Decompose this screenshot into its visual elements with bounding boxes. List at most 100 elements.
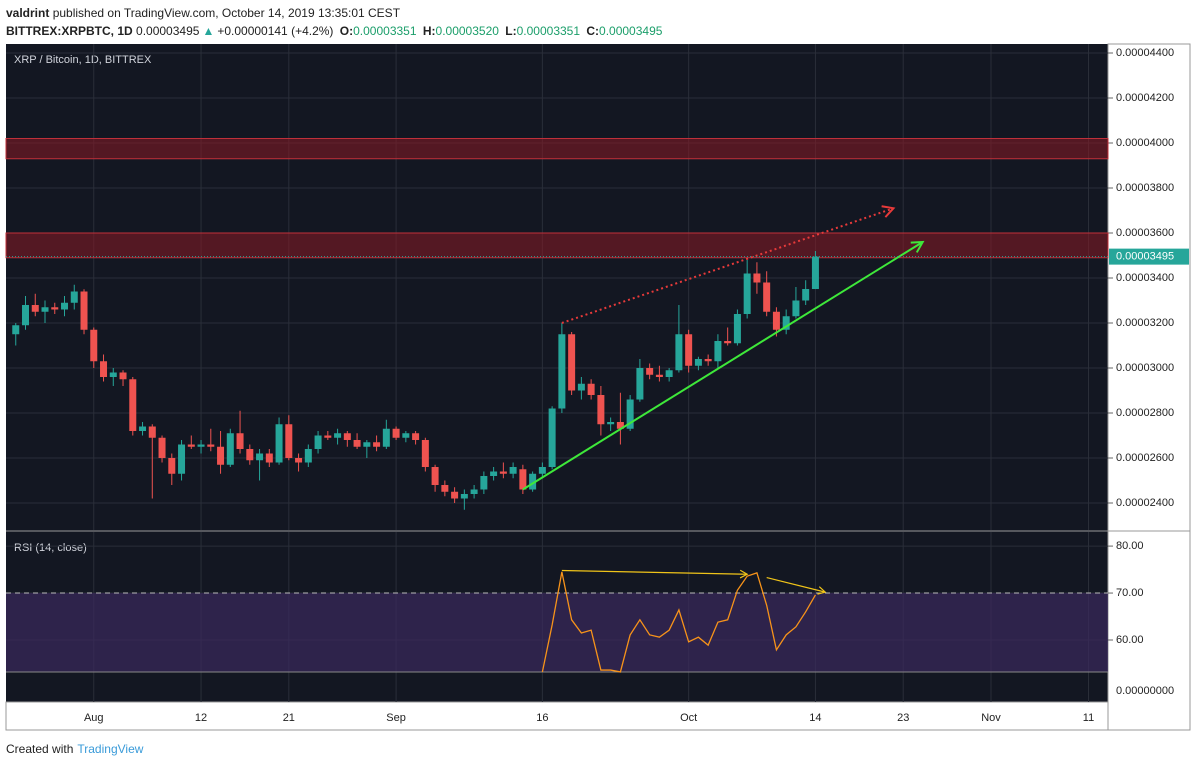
arrow-head: [910, 240, 925, 253]
candle-body: [353, 440, 361, 447]
candle-body: [80, 291, 88, 330]
candle-body: [421, 440, 429, 467]
candle-body: [31, 305, 39, 312]
candle-body: [519, 469, 527, 490]
y-tick-label: 80.00: [1116, 540, 1144, 552]
c-label: C:: [586, 24, 600, 38]
candle-body: [597, 395, 605, 425]
x-tick-label: Sep: [386, 712, 406, 724]
candle-body: [548, 408, 556, 467]
candle-body: [304, 449, 312, 463]
candle-body: [792, 300, 800, 317]
candle-body: [70, 291, 78, 303]
candle-body: [470, 489, 478, 494]
candle-body: [802, 289, 810, 301]
last: 0.00003495: [136, 24, 200, 38]
candle-body: [22, 305, 30, 326]
candle-body: [285, 424, 293, 458]
candle-body: [431, 467, 439, 485]
o-label: O:: [339, 24, 354, 38]
zone: [5, 138, 1109, 160]
candle-body: [538, 467, 546, 474]
arrow-head: [881, 205, 896, 218]
arrow-head: [739, 569, 749, 579]
y-tick-label: 0.00002400: [1116, 497, 1174, 509]
header: valdrint published on TradingView.com, O…: [6, 4, 665, 40]
trendline: [561, 207, 894, 324]
candle-body: [646, 368, 654, 375]
author: valdrint: [6, 6, 50, 20]
candle-body: [490, 471, 498, 476]
rsi-trendline: [766, 576, 826, 593]
rsi-band: [6, 593, 1108, 672]
candle-body: [694, 359, 702, 366]
y-tick-label: 0.00003600: [1116, 227, 1174, 239]
chart: XRP / Bitcoin, 1D, BITTREX RSI (14, clos…: [5, 43, 1191, 731]
candle-body: [197, 444, 205, 447]
candle-body: [412, 433, 420, 440]
candle-body: [334, 433, 342, 438]
candle-body: [324, 435, 332, 438]
candle-body: [373, 442, 381, 447]
candle-body: [363, 442, 371, 447]
candle-body: [158, 437, 166, 458]
candle-body: [509, 467, 517, 474]
candle-body: [295, 458, 303, 463]
y-tick-label: 0.00003400: [1116, 272, 1174, 284]
x-tick-label: 21: [283, 712, 295, 724]
x-tick-label: Oct: [680, 712, 697, 724]
candle-body: [451, 491, 459, 499]
candle-body: [226, 433, 234, 465]
candle-body: [61, 302, 69, 310]
candle-body: [119, 372, 127, 380]
candle-body: [90, 329, 98, 362]
x-tick-label: 12: [195, 712, 207, 724]
candle-body: [568, 334, 576, 391]
y-tick-label: 0.00002800: [1116, 407, 1174, 419]
candle-body: [811, 256, 819, 290]
l: 0.00003351: [516, 24, 581, 38]
c: 0.00003495: [599, 24, 663, 38]
candle-body: [168, 458, 176, 474]
candle-body: [109, 372, 117, 377]
arrow: ▲: [202, 24, 215, 38]
created: Created with: [6, 742, 74, 756]
candle-body: [772, 311, 780, 330]
rsi-trendline: [561, 569, 748, 575]
candle-body: [685, 334, 693, 366]
candle-body: [236, 433, 244, 449]
x-tick-label: 11: [1083, 712, 1094, 724]
l-label: L:: [505, 24, 517, 38]
candle-body: [655, 374, 663, 377]
candle-body: [178, 444, 186, 474]
candle-body: [148, 426, 156, 438]
published: published on TradingView.com, October 14…: [52, 6, 401, 20]
candle-body: [343, 433, 351, 440]
y-tick-label: 0.00004200: [1116, 92, 1174, 104]
rsi-legend: RSI (14, close): [14, 542, 87, 554]
brand: TradingView: [77, 742, 144, 756]
zone: [5, 232, 1109, 259]
candle-body: [753, 273, 761, 283]
x-tick-label: 23: [897, 712, 909, 724]
x-tick-label: Aug: [84, 712, 104, 724]
rsi-zero-label: 0.00000000: [1116, 685, 1174, 697]
last-price-label: 0.00003495: [1116, 251, 1174, 263]
candle-body: [636, 368, 644, 400]
change: +0.00000141 (+4.2%): [217, 24, 334, 38]
candle-body: [714, 341, 722, 362]
candle-body: [626, 399, 634, 429]
candle-body: [246, 449, 254, 461]
x-tick-label: 16: [536, 712, 548, 724]
time-axis-bg: [5, 701, 1109, 731]
candle-body: [743, 273, 751, 314]
candle-body: [41, 307, 49, 312]
candle-body: [577, 383, 585, 391]
candle-body: [665, 370, 673, 377]
candle-body: [139, 426, 147, 431]
y-tick-label: 0.00004000: [1116, 137, 1174, 149]
candle-body: [187, 444, 195, 447]
candle-body: [607, 422, 615, 425]
y-tick-label: 0.00003800: [1116, 182, 1174, 194]
candle-body: [129, 379, 137, 431]
